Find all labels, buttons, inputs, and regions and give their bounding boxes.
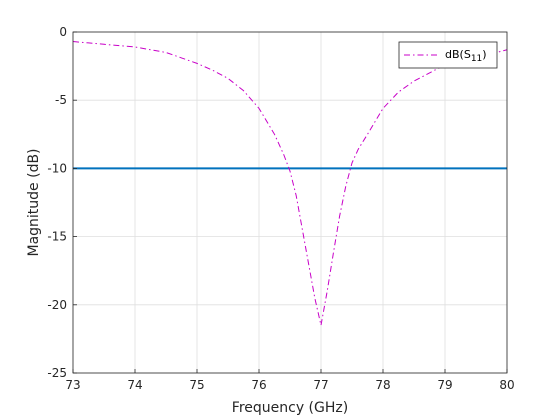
x-tick-label: 79 xyxy=(437,378,452,392)
ticks: 73 74 75 76 77 78 79 80 0 -5 -10 -15 -20 -25 xyxy=(47,25,514,392)
legend: dB(S11) xyxy=(398,41,498,69)
x-axis-label: Frequency (GHz) xyxy=(232,400,348,416)
x-tick-label: 78 xyxy=(375,378,390,392)
x-tick-label: 75 xyxy=(189,378,204,392)
y-tick-label: -15 xyxy=(47,230,67,244)
s11-series-line xyxy=(72,41,508,326)
x-tick-label: 80 xyxy=(499,378,514,392)
x-tick-label: 73 xyxy=(65,378,80,392)
y-tick-label: -20 xyxy=(47,298,67,312)
series-layer xyxy=(72,41,508,326)
x-tick-label: 77 xyxy=(313,378,328,392)
y-tick-label: -25 xyxy=(47,366,67,380)
plot-area-background xyxy=(73,32,507,373)
y-tick-label: 0 xyxy=(59,25,67,39)
legend-box xyxy=(398,41,498,69)
y-tick-label: -5 xyxy=(55,93,67,107)
legend-label: dB(S11) xyxy=(445,48,487,64)
plot-frame xyxy=(72,31,508,374)
y-tick-label: -10 xyxy=(47,161,67,175)
y-axis-label: Magnitude (dB) xyxy=(26,148,42,256)
x-tick-label: 76 xyxy=(251,378,266,392)
x-tick-label: 74 xyxy=(127,378,142,392)
